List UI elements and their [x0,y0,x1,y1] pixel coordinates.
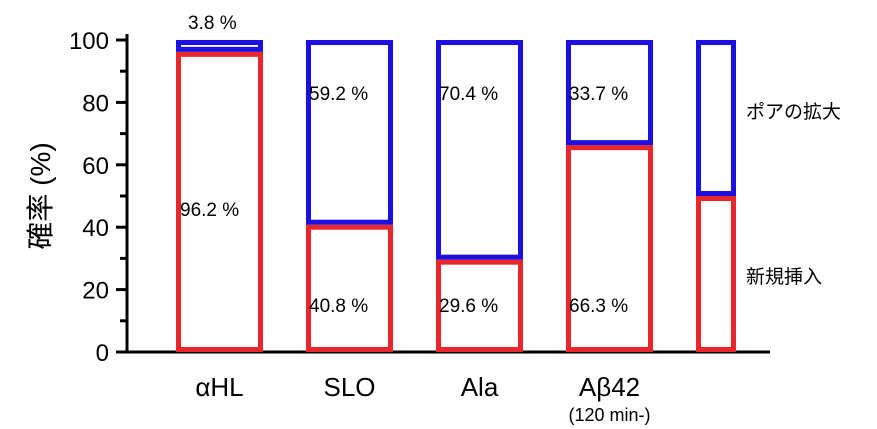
bar-segment-pore-expansion [176,40,263,52]
data-label-new-insertion: 29.6 % [439,296,498,317]
y-tick-label: 60 [82,153,109,180]
data-label-pore-expansion: 3.8 % [188,13,237,34]
data-label-new-insertion: 40.8 % [309,296,368,317]
y-axis-title: 確率 (%) [25,142,56,249]
bar-segment-new-insertion [566,145,653,352]
bars [176,40,736,353]
bar-segment-new-insertion [436,259,523,353]
bar-segment-pore-expansion [436,40,523,260]
data-label-pore-expansion: 70.4 % [439,84,498,105]
data-label-new-insertion: 96.2 % [180,200,239,221]
labels: αHL SLO Ala Aβ42 (120 min-) 96.2 % 40.8 % 29.6 … [180,13,841,425]
y-tick-label: 80 [82,90,109,117]
data-label-pore-expansion: 59.2 % [309,84,368,105]
y-tick-label: 0 [96,340,109,367]
x-tick-sublabel: (120 min-) [568,405,650,425]
y-tick-label: 20 [82,278,109,305]
x-tick-label: αHL [195,372,243,402]
data-label-pore-expansion: 33.7 % [569,84,628,105]
legend-label-pore-expansion: ポアの拡大 [746,101,841,123]
legend-label-new-insertion: 新規挿入 [746,266,822,288]
bar-segment-pore-expansion [696,40,736,196]
bar-segment-new-insertion [696,196,736,352]
y-tick-label: 100 [69,28,109,55]
bar-segment-new-insertion [176,51,263,353]
bar-segment-pore-expansion [306,40,393,225]
bar-segment-new-insertion [306,224,393,352]
bar-segment-pore-expansion [566,40,653,146]
x-tick-label: Ala [461,372,499,402]
x-tick-label: SLO [323,372,375,402]
x-tick-label: Aβ42 [579,372,640,402]
y-tick-label: 40 [82,215,109,242]
axes: 0 20 40 60 80 100 確率 (%) [25,28,770,367]
data-label-new-insertion: 66.3 % [569,296,628,317]
